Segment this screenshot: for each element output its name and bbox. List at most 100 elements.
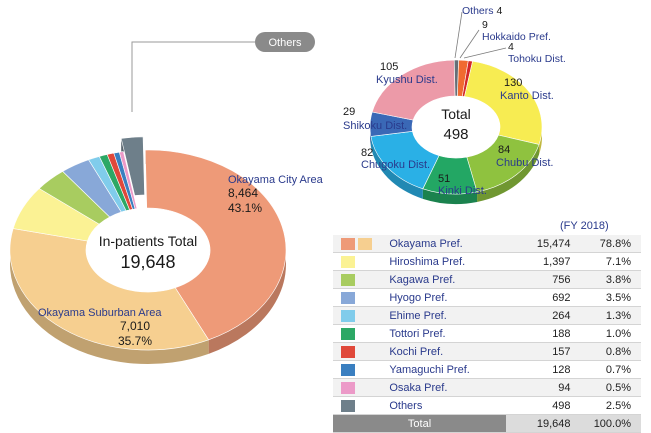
color-swatch xyxy=(341,255,355,268)
others-callout-line xyxy=(131,41,255,112)
big-donut-title: In-patients Total xyxy=(99,233,198,249)
row-name: Okayama Pref. xyxy=(385,235,507,253)
kanto-value: 130 xyxy=(504,77,522,89)
row-count: 498 xyxy=(506,396,575,415)
big-slice-osaka-pref xyxy=(118,151,138,210)
color-swatch xyxy=(341,327,355,340)
kyushu-label: Kyushu Dist. xyxy=(376,74,438,86)
row-name: Hyogo Pref. xyxy=(385,288,507,307)
small-slice-others xyxy=(453,59,459,97)
table-row: Kagawa Pref. 756 3.8% xyxy=(333,270,641,289)
color-swatch xyxy=(341,309,355,322)
others-callout-badge xyxy=(255,32,315,52)
row-count: 188 xyxy=(506,324,575,343)
okayama-suburban-pct: 35.7% xyxy=(118,334,152,348)
chubu-label: Chubu Dist. xyxy=(496,157,553,169)
table-row: Hiroshima Pref. 1,397 7.1% xyxy=(333,252,641,271)
inpatients-donut-chart xyxy=(9,136,287,364)
big-wall-okayama-suburban-area xyxy=(10,228,209,364)
chugoku-value: 82 xyxy=(361,147,373,159)
color-swatch xyxy=(341,399,355,412)
row-count: 264 xyxy=(506,306,575,325)
color-swatch-cell xyxy=(333,378,386,397)
big-slice-okayama-city-area xyxy=(144,149,287,341)
color-swatch-cell xyxy=(333,306,386,325)
tohoku-label: Tohoku Dist. xyxy=(508,53,566,65)
table-row: Hyogo Pref. 692 3.5% xyxy=(333,288,641,307)
color-swatch xyxy=(358,237,372,250)
kanto-label: Kanto Dist. xyxy=(500,90,554,102)
row-count: 1,397 xyxy=(506,252,575,271)
kinki-label: Kinki Dist. xyxy=(438,185,487,197)
tohoku-value: 4 xyxy=(508,41,514,53)
okayama-city-value: 8,464 xyxy=(228,186,258,200)
kinki-value: 51 xyxy=(438,173,450,185)
row-pct: 1.3% xyxy=(574,306,641,325)
others-breakdown-donut-chart xyxy=(369,59,543,204)
table-row: Ehime Pref. 264 1.3% xyxy=(333,306,641,325)
row-name: Tottori Pref. xyxy=(385,324,507,343)
big-slice-okayama-suburban-area xyxy=(9,228,210,351)
color-swatch xyxy=(341,381,355,394)
shikoku-label: Shikoku Dist. xyxy=(343,120,407,132)
chart-canvas: Others In-patients Total 19,648 Okayama … xyxy=(9,5,566,364)
row-count: 692 xyxy=(506,288,575,307)
row-count: 157 xyxy=(506,342,575,361)
row-pct: 3.8% xyxy=(574,270,641,289)
color-swatch xyxy=(341,273,355,286)
table-row: Kochi Pref. 157 0.8% xyxy=(333,342,641,361)
row-name: Kagawa Pref. xyxy=(385,270,507,289)
breakdown-table: Okayama Pref. 15,474 78.8% Hiroshima Pref. 1… xyxy=(333,235,641,433)
row-count: 15,474 xyxy=(506,235,575,253)
row-name: Ehime Pref. xyxy=(385,306,507,325)
small-wall-chugoku-dist xyxy=(370,136,423,199)
row-pct: 0.5% xyxy=(574,378,641,397)
table-row: Others 498 2.5% xyxy=(333,396,641,415)
shikoku-value: 29 xyxy=(343,106,355,118)
row-count: 128 xyxy=(506,360,575,379)
chugoku-label: Chugoku Dist. xyxy=(361,159,430,171)
color-swatch xyxy=(341,237,355,250)
row-name: Hiroshima Pref. xyxy=(385,252,507,271)
row-pct: 2.5% xyxy=(574,396,641,415)
color-swatch-cell xyxy=(333,396,386,415)
small-donut-title: Total xyxy=(441,106,471,122)
kyushu-value: 105 xyxy=(380,61,398,73)
color-swatch-cell xyxy=(333,252,386,271)
table-row: Tottori Pref. 188 1.0% xyxy=(333,324,641,343)
others-callout-label: Others xyxy=(268,37,302,49)
small-wall-chubu-dist xyxy=(477,144,540,202)
chubu-value: 84 xyxy=(498,144,510,156)
okayama-suburban-value: 7,010 xyxy=(120,319,150,333)
row-pct: 78.8% xyxy=(574,235,641,253)
row-count: 756 xyxy=(506,270,575,289)
hokkaido-value: 9 xyxy=(482,19,488,31)
hokkaido-leader xyxy=(459,29,480,59)
row-name: Kochi Pref. xyxy=(385,342,507,361)
small-donut-total: 498 xyxy=(443,126,468,143)
color-swatch-cell xyxy=(333,288,386,307)
small-wall-kinki-dist xyxy=(422,188,478,204)
row-name: Others xyxy=(385,396,507,415)
color-swatch-cell xyxy=(333,235,386,253)
row-pct: 7.1% xyxy=(574,252,641,271)
color-swatch-cell xyxy=(333,360,386,379)
color-swatch xyxy=(341,345,355,358)
others-leader xyxy=(454,11,463,59)
okayama-city-pct: 43.1% xyxy=(228,201,262,215)
color-swatch-cell xyxy=(333,342,386,361)
row-pct: 0.8% xyxy=(574,342,641,361)
table-row: Osaka Pref. 94 0.5% xyxy=(333,378,641,397)
hokkaido-label: Hokkaido Pref. xyxy=(482,31,551,43)
row-pct: 3.5% xyxy=(574,288,641,307)
okayama-city-label: Okayama City Area xyxy=(228,174,324,186)
color-swatch-cell xyxy=(333,270,386,289)
big-donut-total: 19,648 xyxy=(120,252,175,272)
row-pct: 1.0% xyxy=(574,324,641,343)
row-name: Osaka Pref. xyxy=(385,378,507,397)
row-name: Yamaguchi Pref. xyxy=(385,360,507,379)
color-swatch-cell xyxy=(333,324,386,343)
color-swatch xyxy=(341,363,355,376)
big-slice-others xyxy=(120,136,145,196)
okayama-suburban-label: Okayama Suburban Area xyxy=(38,307,162,319)
